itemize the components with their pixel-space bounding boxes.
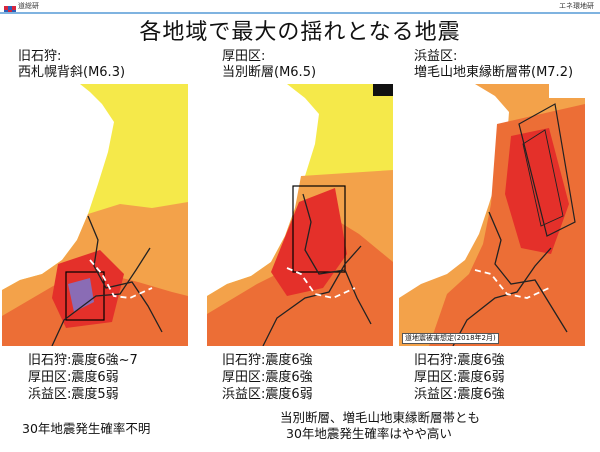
intensity-line: 旧石狩:震度6強	[414, 353, 505, 368]
probability-note-left: 30年地震発生確率不明	[22, 421, 151, 436]
top-strip	[0, 0, 600, 12]
panel-1-region: 旧石狩:	[18, 49, 62, 64]
header-rule	[0, 12, 600, 14]
source-caption: 道地震被害想定(2018年2月)	[402, 333, 499, 344]
intensity-line: 厚田区:震度6弱	[28, 370, 119, 385]
intensity-line: 浜益区:震度6弱	[222, 387, 313, 402]
page-title: 各地域で最大の揺れとなる地震	[139, 20, 461, 45]
intensity-line: 旧石狩:震度6強~7	[28, 353, 138, 368]
intensity-line: 旧石狩:震度6強	[222, 353, 313, 368]
institute-label: エネ環地研	[559, 2, 594, 10]
intensity-line: 浜益区:震度6強	[414, 387, 505, 402]
panel-1-fault: 西札幌背斜(M6.3)	[18, 65, 126, 80]
probability-note-right-line1: 当別断層、増毛山地東縁断層帯とも	[280, 410, 481, 425]
panel-2-header: 厚田区: 当別断層(M6.5)	[222, 49, 316, 81]
panel-3-header: 浜益区: 増毛山地東縁断層帯(M7.2)	[414, 49, 573, 81]
panel-1-header: 旧石狩: 西札幌背斜(M6.3)	[18, 49, 125, 81]
probability-note-right-line2: 30年地震発生確率はやや高い	[286, 426, 452, 441]
map-panel-1	[2, 84, 188, 346]
panel-3-intensities: 旧石狩:震度6強 厚田区:震度6弱 浜益区:震度6強	[414, 352, 505, 403]
fault-zone-3	[518, 103, 576, 237]
region-box-1	[65, 271, 105, 321]
intensity-line: 厚田区:震度6弱	[414, 370, 505, 385]
logo-icon	[4, 1, 16, 14]
logo: 道総研	[4, 1, 39, 14]
intensity-line: 浜益区:震度5弱	[28, 387, 119, 402]
intensity-line: 厚田区:震度6強	[222, 370, 313, 385]
panel-1-intensities: 旧石狩:震度6強~7 厚田区:震度6弱 浜益区:震度5弱	[28, 352, 138, 403]
panel-2-region: 厚田区:	[222, 49, 266, 64]
panel-3-fault: 増毛山地東縁断層帯(M7.2)	[414, 65, 574, 80]
region-box-2	[292, 185, 346, 273]
logo-text: 道総研	[18, 2, 39, 10]
map-panel-2	[207, 84, 393, 346]
map-panel-3: 道地震被害想定(2018年2月)	[399, 84, 585, 346]
panel-2-fault: 当別断層(M6.5)	[222, 65, 317, 80]
panel-3-region: 浜益区:	[414, 49, 458, 64]
panel-2-intensities: 旧石狩:震度6強 厚田区:震度6強 浜益区:震度6弱	[222, 352, 313, 403]
